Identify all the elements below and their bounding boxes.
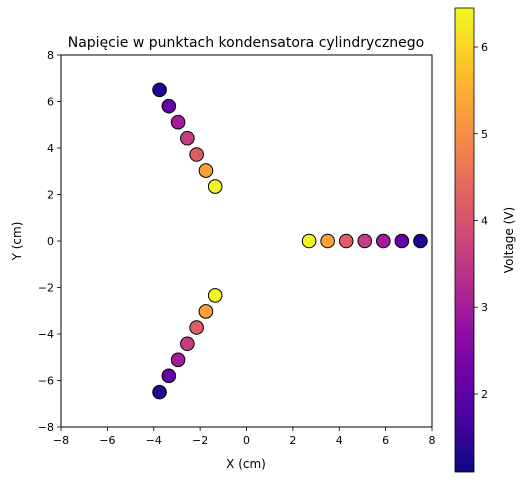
data-point — [170, 114, 186, 130]
y-tick-label: 4 — [47, 142, 54, 155]
data-point — [170, 352, 186, 368]
y-tick-label: 6 — [47, 96, 54, 109]
x-axis-ticks: −8 −6 −4 −2 0 2 4 6 8 — [53, 427, 436, 447]
x-tick-label: −6 — [99, 434, 115, 447]
data-point — [320, 233, 335, 249]
data-point — [413, 233, 428, 249]
y-axis-label: Y (cm) — [10, 222, 24, 262]
data-point — [152, 82, 167, 98]
data-point — [301, 233, 317, 249]
colorbar-tick-label: 6 — [481, 41, 488, 54]
data-point — [161, 368, 177, 384]
colorbar-tick-label: 5 — [481, 128, 488, 141]
colorbar — [454, 7, 475, 473]
colorbar-tick-label: 2 — [481, 388, 488, 401]
data-point — [394, 233, 410, 249]
data-point — [152, 384, 167, 400]
x-tick-label: 8 — [429, 434, 436, 447]
data-point — [198, 304, 214, 319]
x-tick-label: 0 — [243, 434, 250, 447]
x-tick-label: 6 — [382, 434, 389, 447]
y-tick-label: −8 — [38, 421, 54, 434]
colorbar-ticks: 2 3 4 5 6 — [474, 41, 488, 401]
data-point — [180, 336, 195, 352]
y-tick-label: −6 — [38, 375, 54, 388]
data-point — [180, 130, 195, 146]
x-axis-label: X (cm) — [226, 457, 266, 471]
data-points — [152, 82, 428, 400]
data-point — [376, 233, 391, 249]
y-tick-label: −4 — [38, 328, 54, 341]
colorbar-tick-label: 3 — [481, 301, 488, 314]
x-tick-label: 2 — [289, 434, 296, 447]
plot-frame — [60, 54, 433, 428]
x-tick-label: 4 — [336, 434, 343, 447]
colorbar-tick-label: 4 — [481, 214, 488, 227]
data-point — [189, 147, 204, 162]
y-tick-label: 2 — [47, 189, 54, 202]
y-tick-label: 0 — [47, 235, 54, 248]
y-tick-label: 8 — [47, 49, 54, 62]
colorbar-label: Voltage (V) — [502, 207, 516, 273]
data-point — [161, 98, 177, 114]
data-point — [189, 320, 204, 335]
data-point — [338, 233, 354, 249]
chart-title: Napięcie w punktach kondensatora cylindr… — [68, 35, 425, 51]
x-tick-label: −4 — [146, 434, 162, 447]
data-point — [207, 179, 223, 194]
data-point — [198, 163, 214, 178]
data-point — [357, 233, 373, 249]
x-tick-label: −2 — [192, 434, 208, 447]
y-tick-label: −2 — [38, 282, 54, 295]
data-point — [207, 288, 223, 303]
y-axis-ticks: −8 −6 −4 −2 0 2 4 6 8 — [38, 49, 61, 434]
x-tick-label: −8 — [53, 434, 69, 447]
